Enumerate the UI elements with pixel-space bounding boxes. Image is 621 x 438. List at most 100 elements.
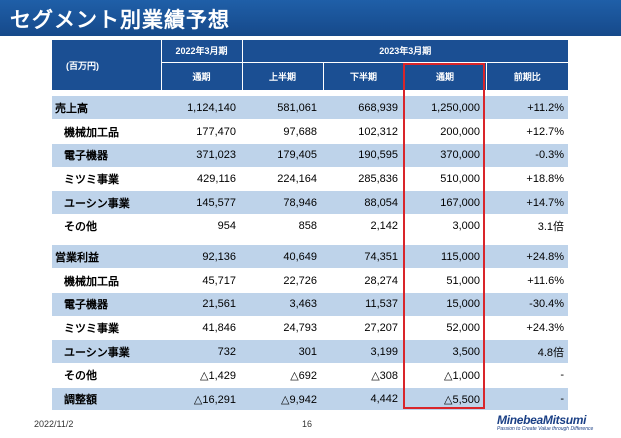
table-row: 機械加工品 45,717 22,726 28,274 51,000 +11.6% xyxy=(52,268,569,293)
cell-full: 167,000 xyxy=(404,190,486,215)
table-row: ミツミ事業 41,846 24,793 27,207 52,000 +24.3% xyxy=(52,316,569,341)
cell-full: 15,000 xyxy=(404,292,486,317)
cell-yoy: 3.1倍 xyxy=(486,214,569,239)
cell-h2: 102,312 xyxy=(323,119,404,144)
row-label: 売上高 xyxy=(52,96,161,121)
company-logo: MinebeaMitsumi Passion to Create Value t… xyxy=(497,413,617,437)
cell-prev-full: 1,124,140 xyxy=(161,96,242,121)
cell-h2: 285,836 xyxy=(323,167,404,192)
row-label: その他 xyxy=(52,214,161,239)
cell-h1: 40,649 xyxy=(242,245,323,270)
cell-h1: 224,164 xyxy=(242,167,323,192)
header-row-periods: (百万円) 2022年3月期 2023年3月期 xyxy=(52,40,569,90)
cell-yoy: +11.2% xyxy=(486,96,569,121)
cell-h2: 28,274 xyxy=(323,268,404,293)
row-label: 電子機器 xyxy=(52,143,161,168)
cell-full: 3,500 xyxy=(404,339,486,365)
col-full-header: 通期 xyxy=(403,61,486,90)
cell-prev-full: 92,136 xyxy=(161,245,242,270)
cell-full: △5,500 xyxy=(404,387,486,412)
cell-h1: △692 xyxy=(242,363,323,388)
cell-h2: 27,207 xyxy=(323,316,404,341)
cell-yoy: +14.7% xyxy=(486,190,569,215)
row-label: 機械加工品 xyxy=(52,268,161,293)
cell-h2: 3,199 xyxy=(323,339,404,365)
cell-h1: 581,061 xyxy=(242,96,323,121)
cell-h1: △9,942 xyxy=(242,387,323,412)
cell-yoy: +11.6% xyxy=(486,268,569,293)
cell-prev-full: 429,116 xyxy=(161,167,242,192)
cell-yoy: - xyxy=(486,363,569,388)
period-prev-header: 2022年3月期 xyxy=(160,40,242,62)
cell-full: 51,000 xyxy=(404,268,486,293)
row-label: 営業利益 xyxy=(52,245,161,270)
cell-full: 52,000 xyxy=(404,316,486,341)
table-row: ミツミ事業 429,116 224,164 285,836 510,000 +1… xyxy=(52,167,569,192)
page-title: セグメント別業績予想 xyxy=(10,8,230,32)
table-row: ユーシン事業 732 301 3,199 3,500 4.8倍 xyxy=(52,339,569,365)
table-row: 電子機器 21,561 3,463 11,537 15,000 -30.4% xyxy=(52,292,569,317)
cell-prev-full: △1,429 xyxy=(161,363,242,388)
cell-h1: 301 xyxy=(242,339,323,365)
cell-yoy: +24.8% xyxy=(486,245,569,270)
row-label: ユーシン事業 xyxy=(52,190,161,215)
cell-yoy: +24.3% xyxy=(486,316,569,341)
cell-full: 370,000 xyxy=(404,143,486,168)
unit-label: (百万円) xyxy=(52,40,161,90)
cell-prev-full: 145,577 xyxy=(161,190,242,215)
page-number: 16 xyxy=(302,419,313,429)
header-row-columns: 通期 上半期 下半期 通期 前期比 xyxy=(52,61,569,90)
cell-prev-full: 21,561 xyxy=(161,292,242,317)
cell-yoy: -30.4% xyxy=(486,292,569,317)
cell-full: 510,000 xyxy=(404,167,486,192)
cell-h2: 2,142 xyxy=(323,214,404,239)
table-row: ユーシン事業 145,577 78,946 88,054 167,000 +14… xyxy=(52,190,569,215)
cell-full: 115,000 xyxy=(404,245,486,270)
cell-h1: 858 xyxy=(242,214,323,239)
cell-yoy: -0.3% xyxy=(486,143,569,168)
cell-full: 3,000 xyxy=(404,214,486,239)
row-label: 電子機器 xyxy=(52,292,161,317)
cell-h2: 190,595 xyxy=(323,143,404,168)
logo-name: MinebeaMitsumi xyxy=(497,413,587,427)
cell-prev-full: 41,846 xyxy=(161,316,242,341)
table-row: 調整額 △16,291 △9,942 4,442 △5,500 - xyxy=(52,387,569,412)
table-row: 電子機器 371,023 179,405 190,595 370,000 -0.… xyxy=(52,143,569,168)
period-curr-header: 2023年3月期 xyxy=(241,40,569,62)
row-label: ユーシン事業 xyxy=(52,339,161,365)
cell-h1: 78,946 xyxy=(242,190,323,215)
cell-h2: 668,939 xyxy=(323,96,404,121)
cell-h2: △308 xyxy=(323,363,404,388)
cell-full: △1,000 xyxy=(404,363,486,388)
table-row: その他 954 858 2,142 3,000 3.1倍 xyxy=(52,214,569,239)
cell-prev-full: 954 xyxy=(161,214,242,239)
cell-h2: 74,351 xyxy=(323,245,404,270)
row-label: ミツミ事業 xyxy=(52,316,161,341)
cell-h2: 11,537 xyxy=(323,292,404,317)
cell-h1: 3,463 xyxy=(242,292,323,317)
col-prev-full-header: 通期 xyxy=(160,61,242,90)
table-row: 機械加工品 177,470 97,688 102,312 200,000 +12… xyxy=(52,119,569,144)
cell-prev-full: 177,470 xyxy=(161,119,242,144)
table-row-profit-total: 営業利益 92,136 40,649 74,351 115,000 +24.8% xyxy=(52,245,569,270)
cell-prev-full: △16,291 xyxy=(161,387,242,412)
cell-h2: 4,442 xyxy=(323,387,404,412)
cell-yoy: - xyxy=(486,387,569,412)
col-yoy-header: 前期比 xyxy=(485,61,569,90)
cell-prev-full: 371,023 xyxy=(161,143,242,168)
cell-prev-full: 45,717 xyxy=(161,268,242,293)
cell-h1: 97,688 xyxy=(242,119,323,144)
segment-forecast-table: (百万円) 2022年3月期 2023年3月期 通期 上半期 下半期 通期 前期… xyxy=(52,40,569,412)
footer-date: 2022/11/2 xyxy=(34,419,74,429)
row-label: 機械加工品 xyxy=(52,119,161,144)
cell-h1: 24,793 xyxy=(242,316,323,341)
row-label: ミツミ事業 xyxy=(52,167,161,192)
cell-h1: 179,405 xyxy=(242,143,323,168)
cell-h2: 88,054 xyxy=(323,190,404,215)
row-label: 調整額 xyxy=(52,387,161,412)
cell-yoy: +12.7% xyxy=(486,119,569,144)
logo-tagline: Passion to Create Value through Differen… xyxy=(497,426,594,432)
cell-full: 200,000 xyxy=(404,119,486,144)
cell-h1: 22,726 xyxy=(242,268,323,293)
title-bar: セグメント別業績予想 xyxy=(0,0,621,36)
